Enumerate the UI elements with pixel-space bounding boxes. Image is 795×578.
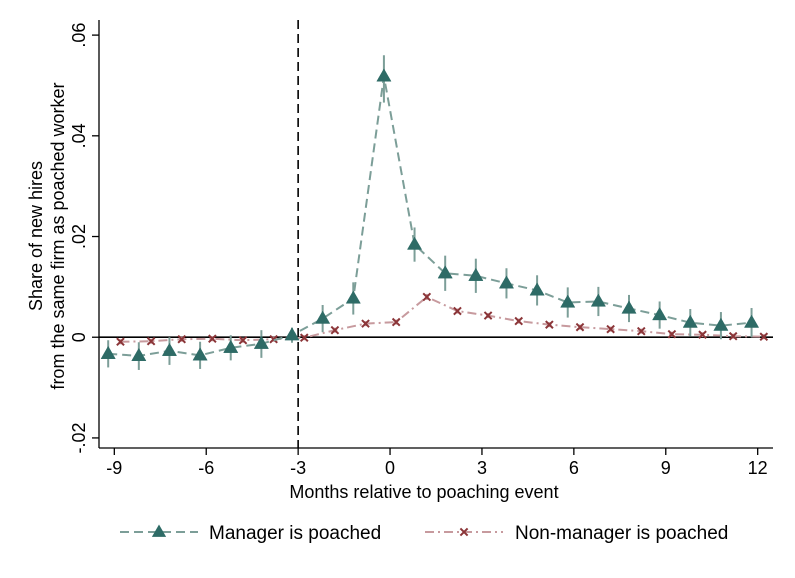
- data-point: [590, 293, 606, 307]
- data-point: [406, 236, 423, 250]
- data-point: [713, 317, 729, 331]
- data-point: [391, 317, 401, 327]
- y-axis-title-line-2: from the same firm as poached worker: [48, 82, 68, 389]
- data-point: [560, 294, 576, 308]
- data-point: [453, 306, 462, 316]
- x-tick-label: 3: [477, 458, 487, 478]
- data-point: [743, 314, 760, 328]
- data-point: [621, 300, 637, 314]
- data-point: [437, 265, 453, 279]
- data-point: [131, 347, 147, 361]
- y-tick-label: 0: [69, 332, 89, 342]
- data-point: [177, 334, 187, 344]
- data-point: [606, 324, 615, 334]
- y-tick-label: .06: [69, 23, 89, 48]
- data-point: [575, 322, 585, 332]
- data-point: [330, 325, 340, 335]
- series-line: [120, 295, 764, 343]
- data-point: [698, 330, 707, 340]
- x-tick-label: 0: [385, 458, 395, 478]
- data-point: [208, 334, 217, 344]
- legend-label-manager: Manager is poached: [209, 523, 381, 544]
- data-point: [345, 290, 361, 304]
- x-tick-label: -9: [106, 458, 122, 478]
- data-point: [759, 332, 769, 342]
- data-point: [192, 347, 208, 361]
- x-tick-label: 12: [748, 458, 768, 478]
- y-tick-label: -.02: [69, 422, 89, 453]
- legend-marker-manager: [151, 524, 167, 537]
- data-point: [253, 335, 269, 349]
- data-point: [146, 336, 156, 346]
- legend-item-manager: Manager is poached: [120, 523, 381, 544]
- data-point: [667, 329, 677, 339]
- data-point: [315, 310, 331, 324]
- series-non-manager: [116, 292, 769, 347]
- data-point: [636, 326, 646, 336]
- legend: Manager is poached Non-manager is poache…: [120, 523, 728, 544]
- data-point: [100, 345, 116, 359]
- x-tick-label: 6: [569, 458, 579, 478]
- data-point: [284, 327, 300, 341]
- data-point: [361, 319, 370, 328]
- x-tick-label: -6: [198, 458, 214, 478]
- y-tick-label: .04: [69, 123, 89, 148]
- x-axis-title: Months relative to poaching event: [289, 482, 558, 502]
- series-line: [108, 76, 752, 357]
- data-point: [299, 333, 309, 343]
- x-tick-label: -3: [290, 458, 306, 478]
- data-point: [545, 320, 554, 329]
- data-point: [238, 335, 248, 345]
- data-point: [652, 307, 668, 321]
- data-point: [728, 331, 738, 341]
- data-point: [682, 314, 698, 328]
- data-point: [116, 337, 125, 347]
- legend-item-non-manager: Non-manager is poached: [425, 523, 728, 544]
- data-point: [529, 282, 545, 296]
- data-point: [376, 68, 392, 82]
- axes: -9 -6 -3 0 3 6 9 12 -.02 0 .02 .04 .06: [69, 20, 773, 478]
- data-point: [223, 339, 239, 353]
- legend-marker-non-manager: [459, 527, 469, 537]
- data-point: [514, 316, 524, 326]
- series-layer: [100, 55, 769, 370]
- legend-label-non-manager: Non-manager is poached: [515, 523, 728, 544]
- data-point: [269, 334, 278, 344]
- y-axis-title-line-1: Share of new hires: [26, 161, 46, 311]
- data-point: [161, 342, 178, 356]
- data-point: [468, 267, 484, 281]
- y-tick-label: .02: [69, 224, 89, 249]
- data-point: [483, 311, 493, 320]
- series-manager: [100, 55, 760, 370]
- x-tick-label: 9: [661, 458, 671, 478]
- data-point: [498, 275, 515, 289]
- data-point: [422, 292, 432, 302]
